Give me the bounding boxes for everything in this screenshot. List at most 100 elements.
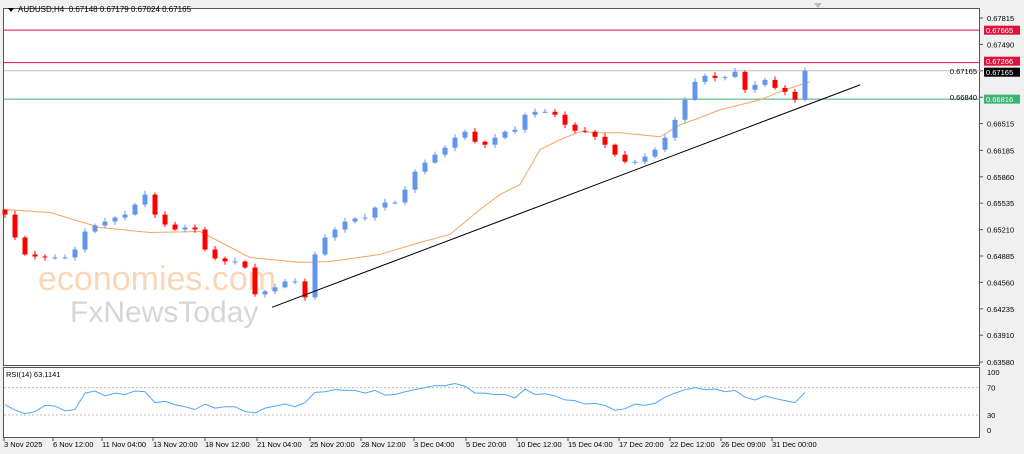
current-price-tag: [984, 67, 1020, 77]
x-tick-label: 5 Dec 20:00: [466, 440, 506, 449]
candle-bull: [532, 111, 538, 115]
trendline: [271, 84, 861, 308]
x-tick-label: 26 Dec 09:00: [721, 440, 766, 449]
candle-bear: [212, 249, 218, 259]
candle-bull: [182, 227, 188, 230]
candle-bull: [512, 129, 518, 132]
rsi-axis-label: 30: [987, 411, 995, 420]
symbol-label: AUDUSD,H4: [18, 5, 65, 14]
candle-bear: [222, 258, 228, 262]
candle-bull: [62, 257, 68, 259]
candle-bull: [402, 189, 408, 203]
candle-bull: [52, 257, 58, 259]
candle-bear: [562, 114, 568, 125]
candle-bull: [522, 114, 528, 130]
candle-bear: [12, 214, 18, 238]
candle-bull: [92, 225, 98, 232]
x-tick-label: 6 Nov 12:00: [53, 440, 93, 449]
candle-bull: [682, 99, 688, 120]
dropdown-triangle-icon[interactable]: [8, 7, 14, 12]
candle-bear: [32, 254, 38, 257]
candle-bear: [552, 111, 558, 115]
candle-bull: [262, 291, 268, 295]
candle-bear: [782, 87, 788, 92]
rsi-axis-label: 100: [987, 368, 1000, 377]
candle-bull: [662, 137, 668, 150]
candle-bear: [172, 224, 178, 230]
rsi-axis-label: 0: [987, 426, 991, 435]
candle-bull: [362, 217, 368, 219]
support-price-tag: [984, 94, 1020, 104]
x-tick-label: 21 Nov 04:00: [257, 440, 302, 449]
candle-bull: [342, 221, 348, 230]
candle-bear: [622, 154, 628, 162]
y-tick-label: 0.65860: [987, 173, 1014, 182]
candle-bull: [282, 281, 288, 288]
candle-bull: [432, 154, 438, 163]
x-tick-label: 13 Nov 20:00: [153, 440, 198, 449]
watermark-economies: economies.com: [38, 260, 276, 298]
candle-bull: [322, 237, 328, 255]
x-tick-label: 11 Nov 04:00: [102, 440, 146, 449]
candle-bull: [732, 71, 738, 77]
resistance-price-label: 0.67665: [986, 26, 1013, 35]
candle-bull: [232, 261, 238, 263]
candle-bear: [22, 237, 28, 255]
candle-bear: [152, 194, 158, 215]
candle-bull: [692, 81, 698, 100]
candle-bull: [442, 147, 448, 155]
candle-bear: [302, 281, 308, 298]
ohlc-values: 0.67148 0.67179 0.67024 0.67165: [68, 5, 192, 14]
candle-bull: [652, 149, 658, 157]
rsi-label: RSI(14) 63.1141: [6, 370, 61, 379]
candle-bull: [642, 156, 648, 162]
candle-bull: [372, 207, 378, 218]
candle-bear: [252, 267, 258, 295]
resistance-price-tag: [984, 56, 1020, 66]
candle-bear: [472, 131, 478, 142]
candle-bull: [382, 202, 388, 208]
y-tick-label: 0.66185: [987, 146, 1014, 155]
x-tick-label: 25 Nov 20:00: [310, 440, 355, 449]
candle-bull: [702, 75, 708, 82]
rsi-axis-label: 70: [987, 384, 995, 393]
candle-bull: [492, 137, 498, 145]
main-pane[interactable]: [3, 8, 980, 366]
rsi-line: [4, 383, 806, 415]
candle-bear: [712, 75, 718, 78]
y-tick-label: 0.66840: [950, 93, 977, 102]
x-tick-label: 15 Dec 04:00: [568, 440, 613, 449]
y-tick-label: 0.64885: [987, 252, 1014, 261]
candle-bull: [352, 218, 358, 222]
candle-bull: [112, 217, 118, 222]
candle-bear: [792, 91, 798, 100]
candle-bear: [772, 79, 778, 88]
candle-bull: [412, 171, 418, 190]
candle-bear: [482, 141, 488, 145]
candle-bull: [132, 204, 138, 215]
candle-bull: [392, 202, 398, 204]
candle-bear: [42, 256, 48, 258]
candle-bull: [672, 119, 678, 138]
support-price-label: 0.66816: [986, 95, 1013, 104]
shift-marker-icon[interactable]: [814, 3, 822, 8]
candle-bear: [2, 209, 8, 215]
current-price-label: 0.67165: [986, 68, 1013, 77]
candle-bull: [422, 162, 428, 172]
y-tick-label: 0.67490: [987, 40, 1014, 49]
candle-bull: [332, 229, 338, 238]
candle-bull: [312, 254, 318, 298]
candle-bull: [142, 194, 148, 205]
candle-bull: [452, 137, 458, 148]
candle-bear: [612, 144, 618, 155]
rsi-pane[interactable]: [3, 367, 980, 438]
candle-bull: [272, 287, 278, 292]
candle-bear: [162, 214, 168, 225]
y-tick-label: 0.63910: [987, 331, 1014, 340]
x-tick-label: 22 Dec 12:00: [670, 440, 715, 449]
watermark-fxnewstoday: FxNewsToday: [70, 296, 258, 329]
candle-bear: [192, 227, 198, 230]
y-tick-label: 0.64235: [987, 305, 1014, 314]
candle-bear: [602, 136, 608, 145]
candle-bull: [82, 231, 88, 250]
